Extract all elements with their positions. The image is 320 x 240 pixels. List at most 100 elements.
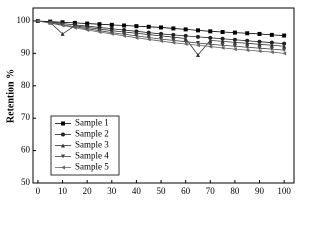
marker [171, 40, 176, 45]
marker [122, 32, 127, 37]
marker [97, 22, 102, 27]
marker [269, 43, 274, 48]
marker [159, 39, 164, 44]
marker [134, 33, 139, 38]
marker [220, 43, 225, 48]
marker [109, 30, 114, 35]
marker [282, 51, 287, 56]
marker [159, 25, 164, 30]
marker [232, 30, 237, 35]
marker [220, 39, 225, 44]
marker [61, 121, 65, 126]
marker [208, 38, 213, 43]
marker [171, 38, 176, 43]
marker [97, 28, 102, 33]
x-tick-label: 30 [107, 186, 117, 196]
x-tick-label: 40 [132, 186, 142, 196]
marker [282, 41, 287, 46]
x-tick-label: 80 [230, 186, 240, 196]
marker [134, 35, 139, 40]
marker [159, 33, 164, 38]
marker [245, 41, 250, 46]
marker [245, 45, 250, 50]
marker [85, 26, 90, 31]
marker [183, 41, 188, 46]
marker [195, 41, 200, 45]
marker [220, 36, 225, 41]
y-tick-label: 50 [21, 177, 31, 187]
marker [232, 44, 237, 49]
marker [85, 21, 90, 26]
legend-label: Sample 1 [75, 118, 109, 128]
marker [195, 28, 200, 33]
marker [60, 31, 65, 36]
marker [183, 33, 188, 38]
marker [61, 132, 65, 137]
marker [257, 49, 262, 54]
marker [232, 37, 237, 42]
marker [195, 43, 200, 48]
chart: Retention % 50 60 70 80 90 100 0 10 20 30 40 50 60 70… [5, 7, 295, 196]
marker [85, 28, 90, 33]
marker [245, 38, 250, 43]
marker [245, 48, 250, 53]
marker [146, 35, 151, 40]
marker [97, 29, 102, 34]
marker [48, 21, 53, 26]
marker [208, 44, 213, 49]
marker [146, 24, 151, 29]
marker [208, 42, 213, 47]
y-tick-label: 100 [17, 15, 31, 25]
x-tick-label: 100 [277, 186, 291, 196]
marker [232, 47, 237, 52]
marker [257, 31, 262, 36]
marker [146, 37, 151, 42]
x-tick-label: 70 [206, 186, 216, 196]
marker [60, 23, 65, 28]
marker [171, 32, 176, 37]
y-axis-label: Retention % [5, 69, 16, 123]
y-tick-label: 90 [21, 47, 31, 57]
marker [257, 46, 262, 51]
marker [61, 154, 65, 159]
marker [72, 25, 77, 30]
y-tick-label: 80 [21, 80, 31, 90]
x-tick-label: 0 [36, 186, 41, 196]
marker [109, 31, 114, 36]
marker [257, 39, 262, 44]
y-tick-label: 70 [21, 112, 31, 122]
legend-label: Sample 2 [75, 129, 109, 139]
marker [245, 31, 250, 36]
marker [109, 22, 114, 27]
x-tick-label: 90 [255, 186, 265, 196]
marker [195, 34, 200, 39]
marker [220, 29, 225, 34]
marker [61, 143, 65, 148]
marker [220, 45, 225, 50]
marker [61, 165, 65, 170]
plot-frame [32, 7, 295, 184]
marker [183, 39, 188, 44]
marker [183, 27, 188, 32]
marker [134, 24, 139, 29]
x-tick-label: 50 [157, 186, 167, 196]
marker [208, 35, 213, 40]
x-tick-label: 20 [83, 186, 93, 196]
marker [282, 33, 287, 38]
y-tick-label: 60 [21, 145, 31, 155]
marker [195, 52, 200, 57]
legend-label: Sample 4 [75, 151, 109, 161]
legend-label: Sample 5 [75, 162, 109, 172]
marker [269, 50, 274, 55]
marker [208, 29, 213, 34]
marker [269, 32, 274, 37]
marker [183, 36, 188, 41]
marker [171, 35, 176, 40]
marker [257, 42, 262, 47]
marker [171, 26, 176, 31]
marker [122, 33, 127, 38]
marker [122, 23, 127, 28]
marker [159, 37, 164, 42]
x-tick-label: 10 [58, 186, 68, 196]
marker [282, 44, 287, 49]
